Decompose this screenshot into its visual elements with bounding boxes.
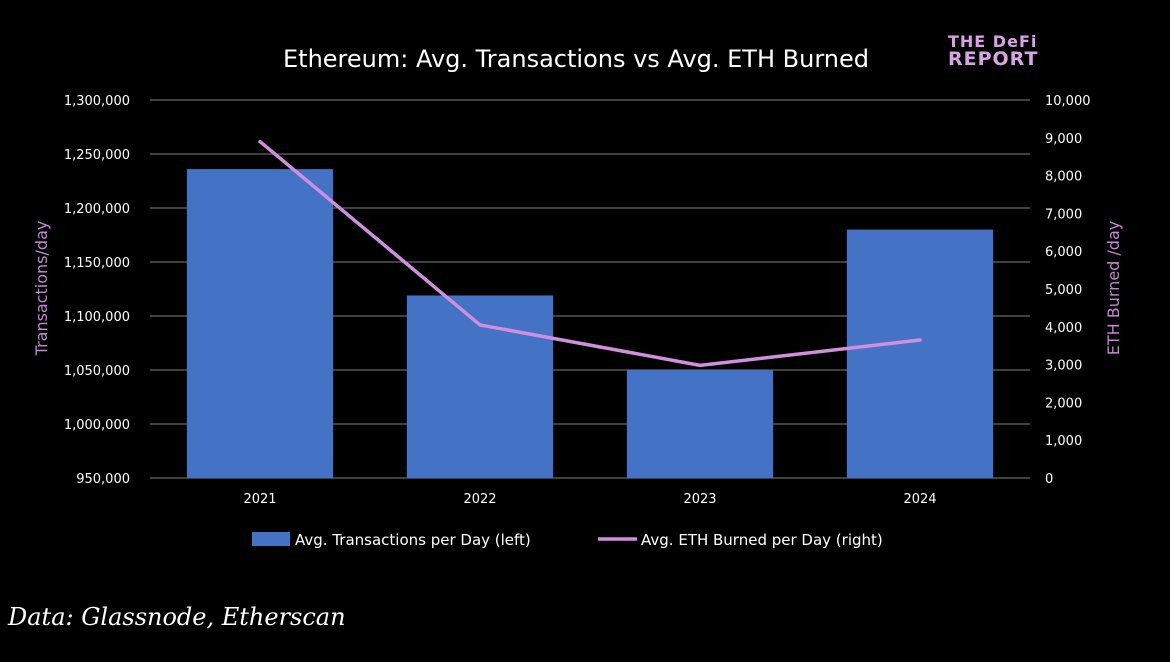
x-tick-label: 2024 <box>903 492 936 507</box>
source-note: Data: Glassnode, Etherscan <box>8 603 346 631</box>
y-left-tick-label: 1,100,000 <box>64 310 130 325</box>
y-left-tick-label: 1,200,000 <box>64 202 130 217</box>
y-left-tick-label: 1,000,000 <box>64 418 130 433</box>
bar-series <box>186 169 994 478</box>
y-right-tick-label: 8,000 <box>1045 170 1082 185</box>
bar <box>186 169 334 478</box>
bar <box>626 370 774 478</box>
x-tick-label: 2022 <box>463 492 496 507</box>
legend-swatch-bars <box>252 532 290 546</box>
y-right-tick-label: 3,000 <box>1045 359 1082 374</box>
logo-line2: REPORT <box>948 48 1039 70</box>
y-right-tick-label: 7,000 <box>1045 207 1082 222</box>
line-path <box>258 139 922 368</box>
bar <box>846 229 994 478</box>
x-tick-label: 2021 <box>243 492 276 507</box>
y-right-tick-label: 6,000 <box>1045 245 1082 260</box>
y-left-tick-label: 1,050,000 <box>64 364 130 379</box>
legend: Avg. Transactions per Day (left) Avg. ET… <box>252 531 883 549</box>
y-left-tick-label: 1,250,000 <box>64 148 130 163</box>
y-left-tick-label: 1,150,000 <box>64 256 130 271</box>
x-tick-label: 2023 <box>683 492 716 507</box>
y-right-tick-label: 4,000 <box>1045 321 1082 336</box>
the-defi-report-logo: THE DeFi REPORT <box>948 34 1048 69</box>
chart-title: Ethereum: Avg. Transactions vs Avg. ETH … <box>283 45 869 73</box>
left-axis-ticks: 950,000 1,000,000 1,050,000 1,100,000 1,150,… <box>64 94 130 487</box>
line-series <box>258 139 922 368</box>
legend-label-line: Avg. ETH Burned per Day (right) <box>641 531 883 549</box>
y-left-tick-label: 950,000 <box>76 472 130 487</box>
right-axis-ticks: 0 1,000 2,000 3,000 4,000 5,000 6,000 7,000 8,00… <box>1045 94 1091 487</box>
y-right-tick-label: 2,000 <box>1045 396 1082 411</box>
y-left-tick-label: 1,300,000 <box>64 94 130 109</box>
y-right-tick-label: 0 <box>1045 472 1053 487</box>
y-axis-left-label: Transactions/day <box>32 221 51 357</box>
y-right-tick-label: 1,000 <box>1045 434 1082 449</box>
y-right-tick-label: 9,000 <box>1045 132 1082 147</box>
x-axis-ticks: 2021 2022 2023 2024 <box>243 492 936 507</box>
y-right-tick-label: 5,000 <box>1045 283 1082 298</box>
y-right-tick-label: 10,000 <box>1045 94 1091 109</box>
logo-line1: THE DeFi <box>948 32 1038 51</box>
legend-label-bars: Avg. Transactions per Day (left) <box>295 531 531 549</box>
y-axis-right-label: ETH Burned /day <box>1104 221 1123 355</box>
